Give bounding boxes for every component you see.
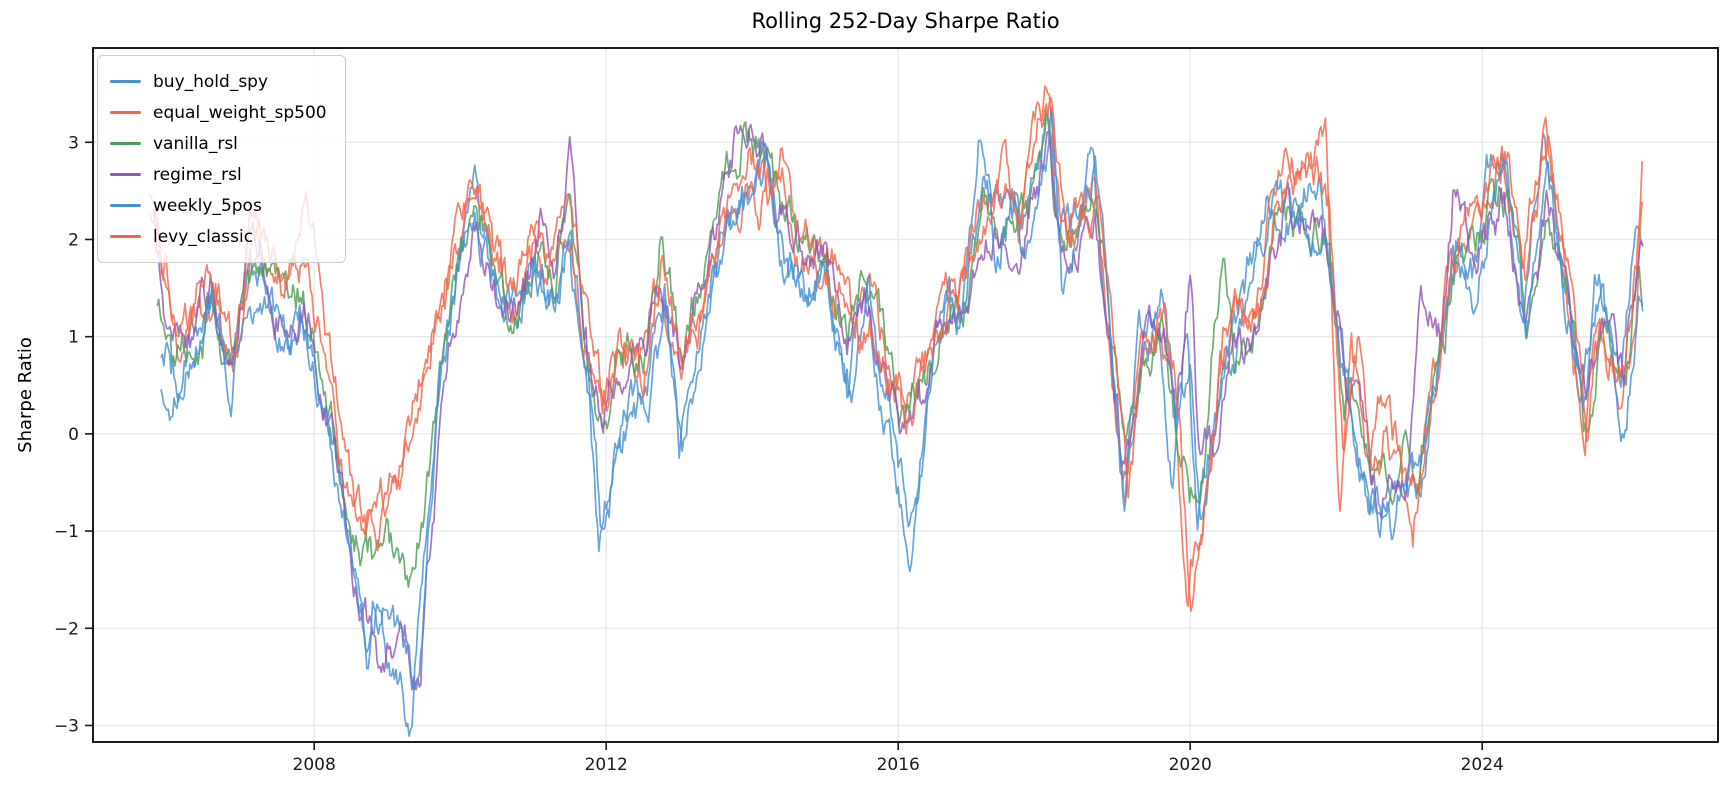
chart-title: Rolling 252-Day Sharpe Ratio [751, 9, 1060, 33]
legend-label: vanilla_rsl [153, 133, 238, 154]
legend-item-weekly_5pos: weekly_5pos [110, 190, 327, 221]
legend-label: weekly_5pos [153, 195, 262, 216]
legend: buy_hold_spy equal_weight_sp500 vanilla_rs… [97, 55, 346, 263]
y-tick-label: −2 [54, 619, 79, 639]
legend-line-swatch [110, 235, 141, 238]
series-line-weekly_5pos [160, 106, 1644, 691]
legend-line-swatch [110, 204, 141, 207]
legend-item-equal_weight_sp500: equal_weight_sp500 [110, 97, 327, 128]
x-tick-label: 2012 [585, 755, 628, 775]
y-tick-label: 0 [68, 425, 79, 445]
legend-item-buy_hold_spy: buy_hold_spy [110, 66, 327, 97]
series-line-levy_classic [149, 96, 1643, 612]
legend-label: regime_rsl [153, 164, 242, 185]
y-tick-label: −1 [54, 522, 79, 542]
legend-item-levy_classic: levy_classic [110, 221, 327, 252]
series-line-vanilla_rsl [156, 113, 1643, 589]
legend-label: equal_weight_sp500 [153, 102, 327, 123]
y-tick-label: 3 [68, 133, 79, 153]
plot-spines [92, 47, 1719, 743]
y-tick-label: 2 [68, 230, 79, 250]
legend-line-swatch [110, 80, 141, 83]
x-tick-label: 2020 [1169, 755, 1212, 775]
y-tick-label: 1 [68, 328, 79, 348]
legend-label: levy_classic [153, 226, 254, 247]
x-tick-label: 2024 [1461, 755, 1504, 775]
x-tick-label: 2016 [877, 755, 920, 775]
legend-item-regime_rsl: regime_rsl [110, 159, 327, 190]
legend-line-swatch [110, 142, 141, 145]
series-line-buy_hold_spy [160, 109, 1644, 738]
x-tick-label: 2008 [293, 755, 336, 775]
legend-label: buy_hold_spy [153, 71, 269, 92]
y-tick-label: −3 [54, 716, 79, 736]
legend-line-swatch [110, 111, 141, 114]
legend-item-vanilla_rsl: vanilla_rsl [110, 128, 327, 159]
legend-line-swatch [110, 173, 141, 176]
